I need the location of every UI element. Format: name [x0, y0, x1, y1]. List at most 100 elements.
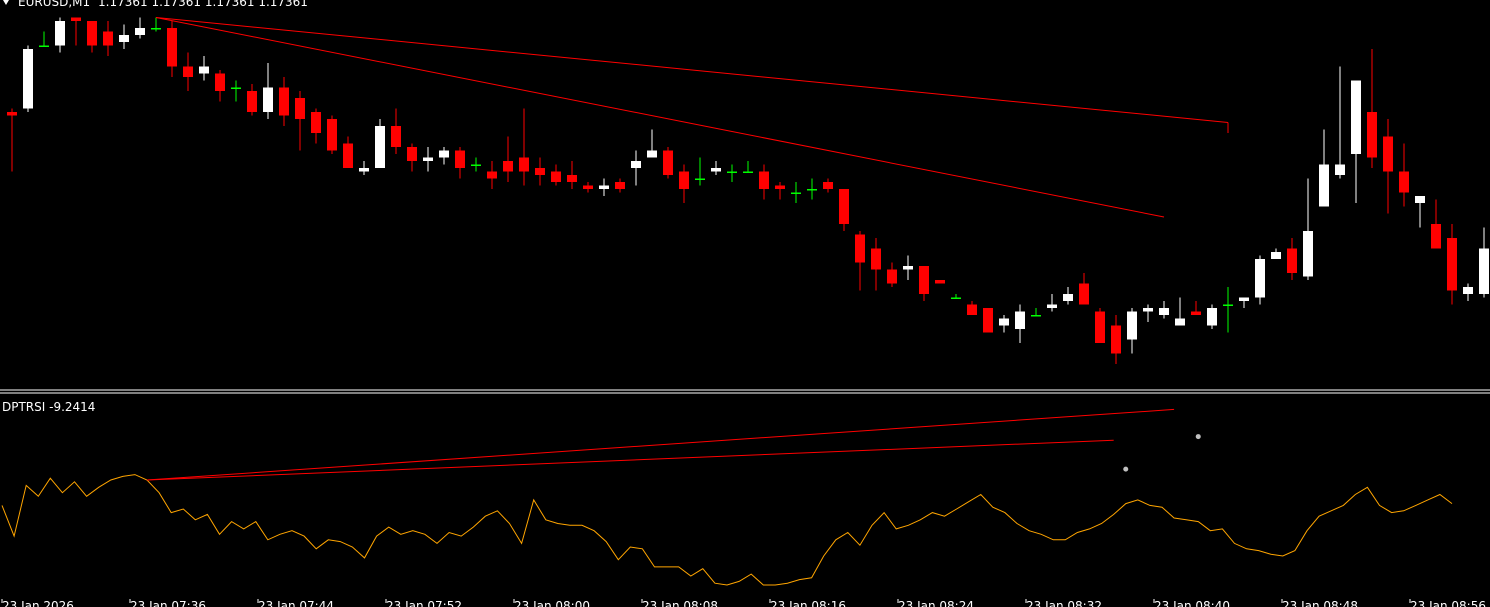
candle [1255, 255, 1265, 305]
candle-body [647, 150, 657, 158]
candle-body [1063, 294, 1073, 301]
candle [951, 294, 961, 299]
candle [711, 161, 721, 175]
symbol-header: EURUSD,M1 1.17361 1.17361 1.17361 1.1736… [3, 0, 308, 9]
price-pane[interactable] [7, 17, 1490, 365]
candle-body [887, 269, 897, 284]
candle-body [103, 31, 113, 46]
candle-body [215, 73, 225, 91]
time-axis: 23 Jan 2026 23 Jan 07:36 23 Jan 07:44 23 Ja… [1, 599, 1486, 607]
candle-body [55, 21, 65, 46]
candle-body [1175, 318, 1185, 326]
candle-body [359, 168, 369, 172]
candle [1287, 238, 1297, 280]
candle [1319, 129, 1329, 207]
candle [791, 182, 801, 203]
candle-body [487, 171, 497, 179]
indicator-line [1, 474, 1453, 586]
candle [1047, 294, 1057, 312]
candle-body [1255, 259, 1265, 298]
candle [535, 157, 545, 186]
indicator-marker [1123, 466, 1129, 472]
candle [503, 136, 513, 182]
candle [1127, 308, 1137, 354]
candle [615, 178, 625, 193]
candle [519, 108, 529, 186]
time-label: 23 Jan 07:36 [130, 599, 206, 607]
candle [551, 164, 561, 186]
candle-body [135, 28, 145, 35]
candle-body [807, 189, 817, 191]
candle-body [1191, 311, 1201, 315]
candle [983, 308, 993, 333]
candle-body [1431, 224, 1441, 249]
candle-body [1479, 248, 1489, 294]
candle-body [1399, 171, 1409, 193]
candle [903, 255, 913, 280]
time-label: 23 Jan 08:56 [1410, 599, 1486, 607]
candle-body [615, 182, 625, 189]
candle [1271, 248, 1281, 259]
candle-body [183, 66, 193, 77]
candle-body [935, 280, 945, 284]
candle-body [39, 45, 49, 47]
candle [647, 129, 657, 158]
candle-body [743, 171, 753, 173]
indicator-marker [1195, 434, 1201, 440]
candle-body [1351, 80, 1361, 154]
candle [1207, 304, 1217, 329]
candle [247, 84, 257, 116]
candle [663, 147, 673, 179]
candle [263, 63, 273, 119]
candle-body [919, 266, 929, 294]
candle-body [1383, 136, 1393, 172]
candle [279, 77, 289, 126]
candle [1063, 287, 1073, 305]
symbol-label: EURUSD,M1 [18, 0, 90, 9]
indicator-pane[interactable] [1, 408, 1453, 586]
candle-body [1079, 283, 1089, 305]
candle [7, 108, 17, 172]
candle [71, 17, 81, 46]
candle-body [1303, 231, 1313, 277]
candle [1303, 178, 1313, 280]
candle-body [407, 147, 417, 161]
candle [743, 161, 753, 173]
candle-body [423, 157, 433, 161]
candle-body [327, 119, 337, 151]
candle-body [823, 182, 833, 189]
candle [1383, 119, 1393, 214]
time-label: 23 Jan 08:24 [898, 599, 974, 607]
time-label: 23 Jan 08:08 [642, 599, 718, 607]
candle [567, 161, 577, 189]
time-label: 23 Jan 08:16 [770, 599, 846, 607]
candle-body [1447, 238, 1457, 291]
candle-body [1111, 325, 1121, 354]
candle-body [119, 35, 129, 42]
candle-body [567, 175, 577, 182]
candle-body [999, 318, 1009, 326]
chevron-down-icon[interactable] [3, 0, 9, 5]
candle-body [535, 168, 545, 175]
candle [1447, 224, 1457, 305]
candle [679, 164, 689, 203]
candle [887, 262, 897, 287]
time-label: 23 Jan 07:44 [258, 599, 334, 607]
candle [1335, 66, 1345, 179]
candle-body [7, 112, 17, 116]
candle [839, 189, 849, 231]
candle-body [1159, 308, 1169, 315]
candle-body [231, 87, 241, 89]
time-label: 23 Jan 08:48 [1282, 599, 1358, 607]
time-label: 23 Jan 07:52 [386, 599, 462, 607]
candle [807, 178, 817, 200]
candle [775, 182, 785, 200]
trendline-indicator-upper [146, 408, 1175, 481]
time-label: 23 Jan 2026 [2, 599, 74, 607]
candle-body [455, 150, 465, 168]
candle-body [983, 308, 993, 333]
candle-body [279, 87, 289, 116]
ohlc-label: 1.17361 1.17361 1.17361 1.17361 [98, 0, 308, 9]
